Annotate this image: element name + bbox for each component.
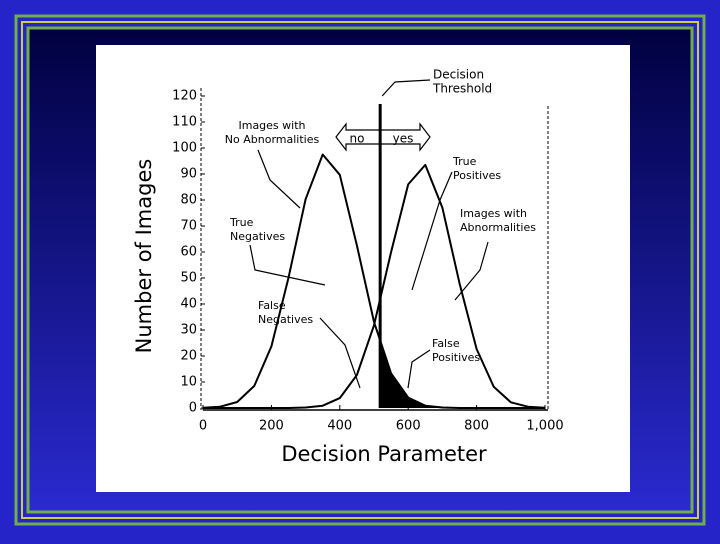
x-tick-label: 200 [259,419,284,434]
curve [203,163,546,409]
callout-line [454,241,489,301]
y-tick-label: 80 [180,193,197,208]
annotation: False [432,337,460,350]
annotation: No Abnormalities [225,133,320,146]
x-tick-label: 0 [199,419,207,434]
callout-line [319,317,361,389]
annotation: Positives [453,169,501,182]
y-tick-label: 20 [180,349,197,364]
y-tick-label: 10 [180,375,197,390]
annotation: True [452,155,477,168]
callout-line [381,79,431,97]
annotation: yes [393,132,414,146]
callout-line [407,349,431,389]
y-tick-label: 110 [172,115,197,130]
annotation: Abnormalities [460,221,536,234]
annotation: no [350,132,365,146]
y-tick-label: 40 [180,297,197,312]
annotation: Images with [238,119,305,132]
annotation: Decision [433,68,484,82]
annotation: Negatives [230,230,285,243]
y-tick-label: 0 [189,401,197,416]
callout-line [411,171,453,291]
callout-line [249,244,326,286]
no-yes-arrow [335,122,431,152]
annotation: Threshold [432,82,492,96]
frame-outer [14,14,706,526]
annotation: Negatives [258,313,313,326]
annotation: Positives [432,351,480,364]
x-tick-label: 1,000 [526,419,563,434]
y-tick-label: 50 [180,271,197,286]
y-axis-title: Number of Images [132,159,156,354]
y-tick-label: 70 [180,219,197,234]
y-tick-label: 90 [180,167,197,182]
callout-line [257,149,301,209]
x-axis-title: Decision Parameter [281,442,487,466]
y-tick-label: 60 [180,245,197,260]
y-tick-label: 120 [172,89,197,104]
annotation: True [229,216,254,229]
y-tick-label: 30 [180,323,197,338]
y-tick-label: 100 [172,141,197,156]
annotation: Images with [460,207,527,220]
false-positive-area [380,340,545,408]
x-tick-label: 400 [327,419,352,434]
frame-middle [21,21,699,519]
x-tick-label: 600 [396,419,421,434]
x-tick-label: 800 [464,419,489,434]
plot: 0 10 20 30 40 50 60 70 80 90 100 110 120 0 200 400 600 80… [132,68,564,467]
annotation: False [258,299,286,312]
